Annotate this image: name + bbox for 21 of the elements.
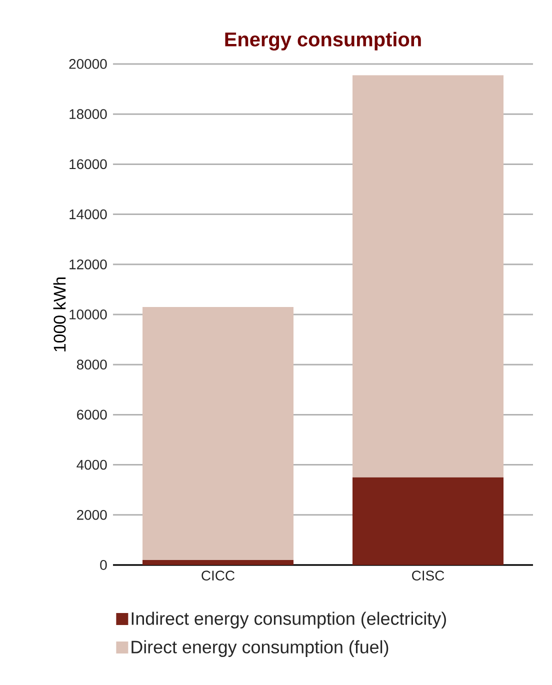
y-tick-label: 16000 — [70, 159, 107, 170]
y-tick-label: 6000 — [77, 410, 107, 420]
bar — [142, 306, 294, 560]
y-tick-label: 2000 — [77, 510, 107, 520]
y-tick-label: 0 — [100, 560, 107, 570]
y-tick-label: 8000 — [76, 360, 107, 370]
y-axis-title: 1000 kWh — [53, 278, 66, 352]
y-tick-label: 4000 — [76, 460, 107, 470]
bar — [352, 75, 504, 478]
bar — [142, 560, 294, 565]
legend-label: Indirect energy consumption (electricity) — [132, 612, 446, 628]
x-tick-label: CISC — [412, 570, 444, 581]
chart-title: Energy consumption — [225, 32, 421, 50]
y-tick-label: 20000 — [69, 59, 107, 69]
y-tick-label: 14000 — [70, 209, 107, 220]
bar — [352, 477, 504, 565]
y-tick-label: 18000 — [70, 109, 107, 120]
x-tick-label: CICC — [202, 570, 235, 581]
legend-label: Direct energy consumption (fuel) — [132, 640, 388, 657]
y-tick-label: 12000 — [70, 259, 107, 270]
y-tick-label: 10000 — [70, 310, 107, 320]
